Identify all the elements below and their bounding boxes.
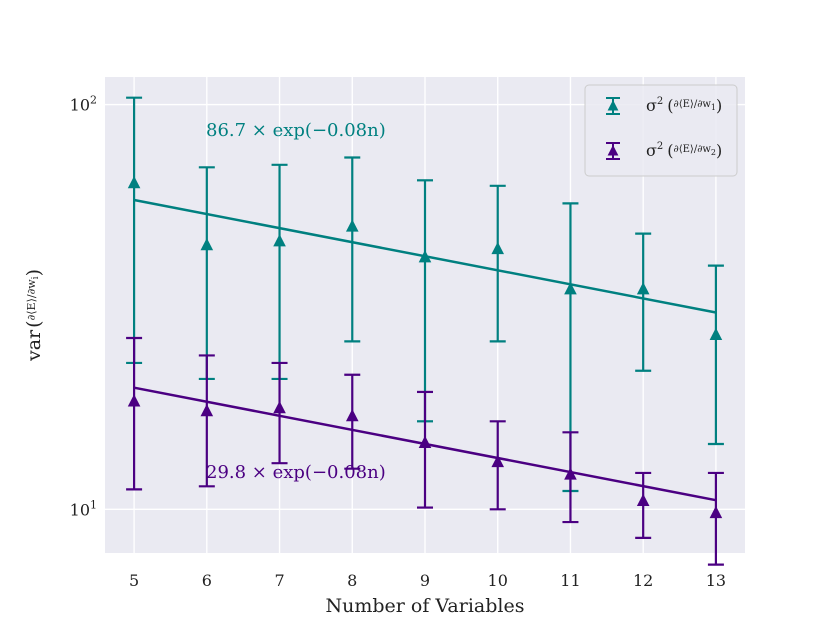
data-point — [564, 282, 577, 295]
series-layer — [126, 96, 724, 566]
data-point — [636, 493, 650, 507]
series-1 — [126, 96, 724, 493]
x-tick-label: 8 — [347, 571, 357, 590]
x-tick-label: 5 — [129, 571, 139, 590]
data-point — [564, 467, 577, 480]
legend-marker-2 — [606, 142, 620, 160]
x-tick-label: 7 — [274, 571, 284, 590]
x-tick-label: 11 — [560, 571, 580, 590]
y-tick-labels: 101 102 — [70, 94, 97, 520]
x-axis-label: Number of Variables — [326, 595, 525, 617]
legend-triangle-icon — [607, 145, 619, 156]
x-tick-label: 13 — [706, 571, 726, 590]
data-point — [636, 282, 650, 295]
legend: σ2 (∂⟨E⟩/∂w1) σ2 (∂⟨E⟩/∂w2) — [584, 84, 738, 177]
fit-label-1: 86.7 × exp(−0.08n) — [206, 120, 386, 141]
y-axis-label: var(∂⟨E⟩/∂wi) — [23, 269, 45, 362]
legend-label-2: σ2 (∂⟨E⟩/∂w2) — [646, 141, 722, 160]
legend-marker-1 — [606, 97, 620, 115]
data-point — [200, 403, 214, 417]
x-tick-labels: 5 6 7 8 9 10 11 12 13 — [129, 571, 726, 590]
x-tick-label: 10 — [488, 571, 508, 590]
data-point — [709, 327, 723, 340]
x-tick-label: 6 — [202, 571, 212, 590]
data-point — [491, 454, 505, 468]
legend-frame — [584, 84, 738, 177]
x-tick-label: 12 — [633, 571, 653, 590]
data-point — [345, 409, 359, 422]
data-point — [491, 241, 505, 255]
fit-annotations: 86.7 × exp(−0.08n) 29.8 × exp(−0.08n) — [206, 120, 386, 483]
data-point — [418, 435, 432, 449]
x-tick-label: 9 — [420, 571, 430, 590]
y-tick-label: 101 — [70, 498, 97, 519]
svg-text:var(∂⟨E⟩/∂wi): var(∂⟨E⟩/∂wi) — [23, 269, 45, 362]
legend-label-1: σ2 (∂⟨E⟩/∂w1) — [646, 96, 722, 115]
data-point — [127, 394, 141, 407]
data-point — [127, 176, 141, 189]
series-2 — [126, 336, 724, 566]
data-point — [709, 505, 723, 519]
y-axis-label-fraction: ∂⟨E⟩/∂w — [25, 279, 38, 321]
y-tick-label: 102 — [70, 94, 97, 115]
data-point — [345, 219, 359, 232]
legend-triangle-icon — [607, 100, 619, 111]
data-point — [273, 234, 286, 247]
data-point — [418, 250, 432, 263]
y-axis-label-prefix: var — [23, 329, 45, 362]
fit-label-2: 29.8 × exp(−0.08n) — [206, 462, 386, 483]
data-point — [273, 400, 286, 414]
y-axis-label-subscript: i — [31, 276, 41, 279]
data-point — [200, 237, 214, 251]
